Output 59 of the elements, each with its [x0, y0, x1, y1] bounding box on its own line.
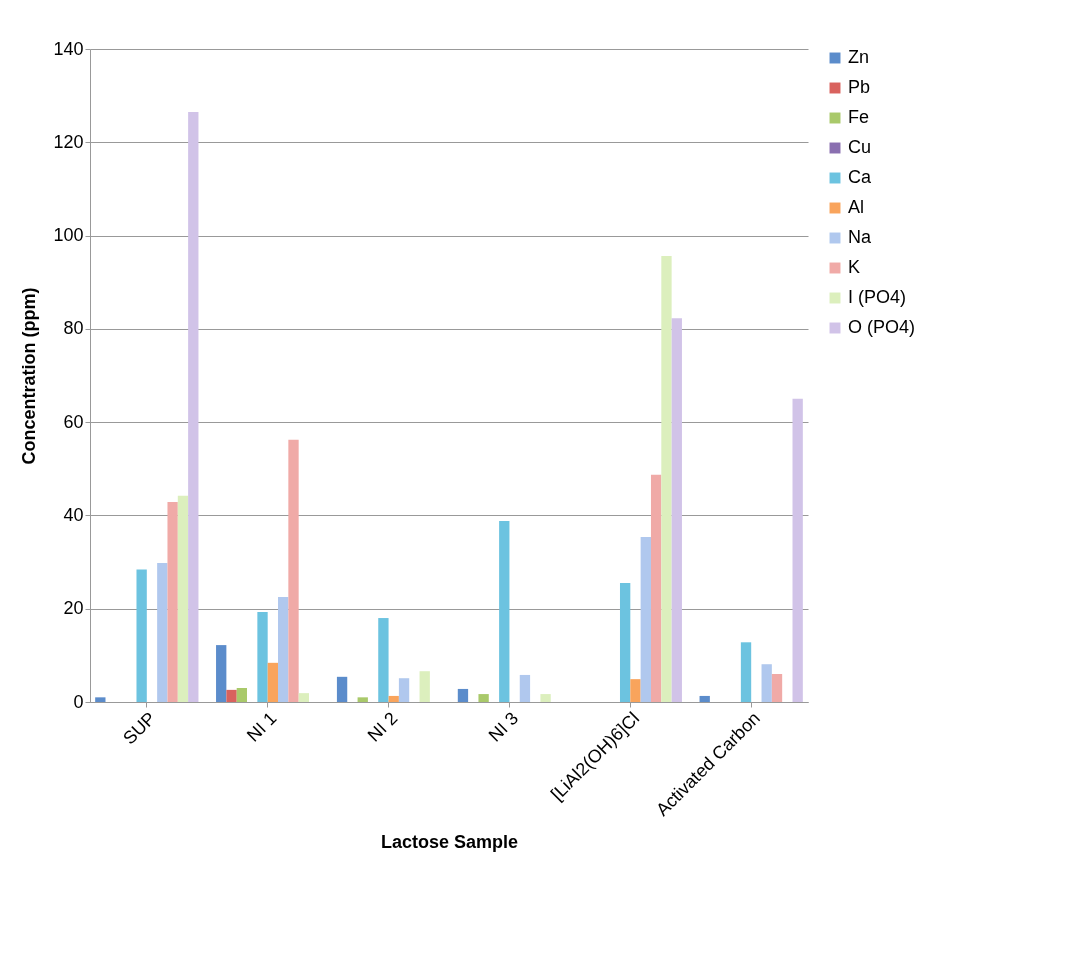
- bar: [236, 688, 248, 702]
- bar: [357, 697, 368, 702]
- bar: [640, 536, 651, 702]
- legend-label: Zn: [848, 47, 870, 67]
- x-tick-label: NI 2: [363, 708, 402, 746]
- x-tick-label: NI 1: [242, 708, 281, 746]
- bar: [298, 693, 309, 702]
- bar: [661, 256, 672, 702]
- bar: [216, 645, 227, 702]
- bar: [650, 474, 662, 702]
- bar: [188, 111, 199, 702]
- bar: [519, 674, 531, 702]
- bar: [177, 495, 189, 702]
- bar: [792, 398, 803, 702]
- x-axis-title: Lactose Sample: [380, 831, 519, 852]
- bar: [267, 662, 279, 702]
- bar: [540, 694, 551, 702]
- legend-label: Ca: [848, 167, 872, 187]
- bar: [226, 689, 237, 702]
- bar: [740, 642, 752, 702]
- legend-label: Fe: [848, 107, 870, 127]
- y-tick-label: 100: [53, 225, 84, 246]
- bar: [630, 679, 641, 702]
- y-tick-label: 60: [63, 411, 84, 432]
- legend-label: O (PO4): [848, 317, 916, 337]
- bar: [257, 611, 268, 702]
- y-tick-label: 20: [63, 598, 84, 619]
- legend-label: K: [848, 257, 861, 277]
- bar: [619, 583, 631, 702]
- y-tick-label: 0: [73, 691, 84, 712]
- y-tick-label: 40: [63, 504, 84, 525]
- legend-label: I (PO4): [848, 287, 907, 307]
- legend-label: Al: [848, 197, 865, 217]
- bar: [761, 664, 772, 702]
- bar: [771, 674, 783, 702]
- legend-label: Pb: [848, 77, 871, 97]
- bar: [288, 439, 299, 702]
- bar: [378, 618, 389, 702]
- bar: [278, 597, 289, 702]
- bar: [419, 671, 430, 702]
- bar: [398, 678, 410, 702]
- y-tick-label: 80: [63, 318, 84, 339]
- x-tick-label: NI 3: [484, 708, 523, 746]
- legend-label: Cu: [848, 137, 872, 157]
- bar: [499, 521, 510, 702]
- bar: [336, 676, 348, 702]
- bar: [388, 695, 399, 702]
- bar: [136, 569, 147, 702]
- bar: [457, 688, 469, 702]
- y-tick-label: 140: [53, 38, 84, 59]
- bar: [157, 563, 168, 702]
- bar: [671, 318, 682, 702]
- y-axis-title: Concentration (ppm): [19, 287, 40, 465]
- bar: [95, 697, 106, 702]
- bar: [699, 695, 710, 702]
- bar: [167, 501, 178, 702]
- y-tick-label: 120: [53, 131, 84, 152]
- bar: [478, 694, 489, 702]
- legend-label: Na: [848, 227, 872, 247]
